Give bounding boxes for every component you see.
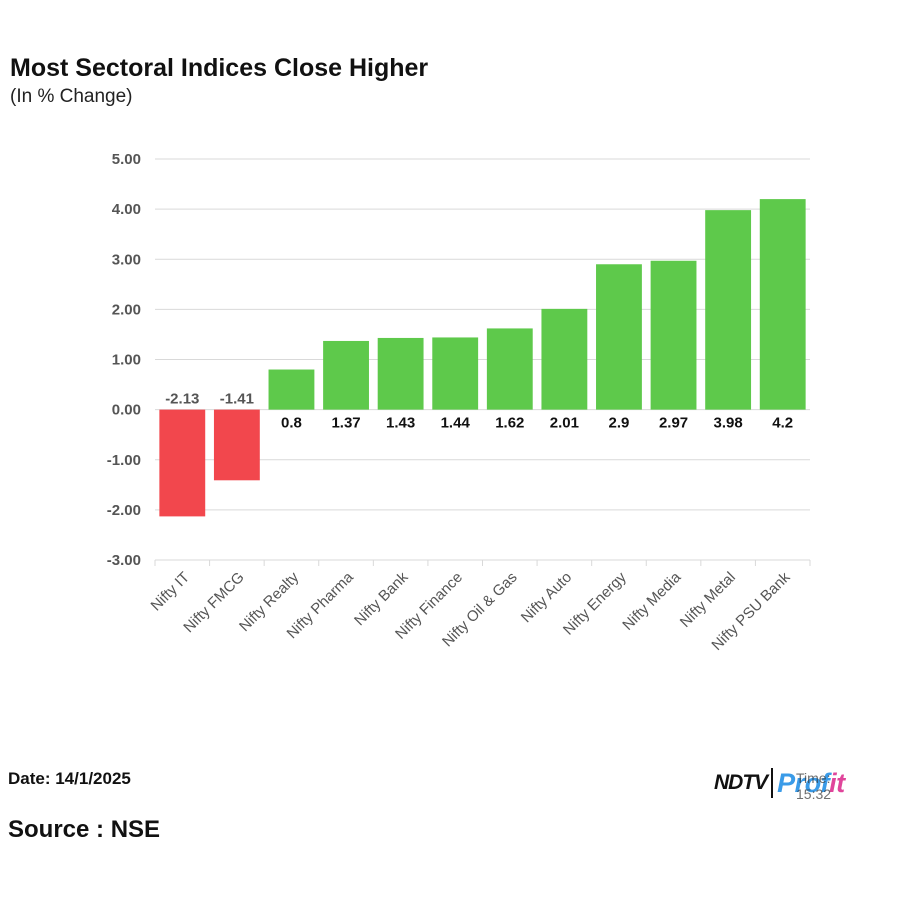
- data-label: 0.8: [281, 415, 302, 432]
- data-label: 2.01: [550, 415, 579, 432]
- bar-chart: 5.004.003.002.001.000.00-1.00-2.00-3.00 …: [107, 151, 811, 654]
- bar: [159, 409, 206, 517]
- y-axis-ticks: 5.00 4.00 3.00 2.00 1.00 0.00 -1.00 -2.00 -3.00: [107, 151, 141, 569]
- bar: [268, 369, 315, 410]
- bar: [486, 328, 533, 410]
- y-tick-label: 4.00: [112, 201, 141, 218]
- data-label: 1.37: [331, 415, 360, 432]
- bar: [650, 260, 697, 410]
- logo-profit-part-b: it: [829, 767, 845, 798]
- logo-time-text: Time: 15:32: [796, 770, 832, 802]
- y-tick-label: -1.00: [107, 452, 141, 469]
- bar: [705, 210, 752, 410]
- bar: [213, 409, 260, 481]
- data-label: 2.9: [609, 415, 630, 432]
- data-label: 4.2: [772, 415, 793, 432]
- x-tick-label: Nifty Auto: [518, 569, 575, 626]
- data-label: 3.98: [714, 415, 743, 432]
- y-tick-label: -3.00: [107, 552, 141, 569]
- bar: [432, 337, 479, 410]
- x-tick-label: Nifty Media: [619, 568, 685, 634]
- y-tick-label: 1.00: [112, 352, 141, 369]
- date-label: Date: 14/1/2025: [8, 769, 131, 788]
- logo-separator: [771, 768, 774, 798]
- y-tick-label: 2.00: [112, 301, 141, 318]
- y-tick-label: 0.00: [112, 402, 141, 419]
- ndtv-profit-logo: NDTV Profit Time: 15:32: [714, 766, 845, 803]
- y-tick-label: 5.00: [112, 151, 141, 168]
- chart-title: Most Sectoral Indices Close Higher: [10, 54, 429, 82]
- data-label: 1.44: [441, 415, 471, 432]
- data-label: 1.62: [495, 415, 524, 432]
- bar: [323, 340, 369, 410]
- data-label: -1.41: [220, 391, 254, 408]
- logo-profit-text: Profit: [777, 768, 845, 799]
- data-label: -2.13: [165, 391, 199, 408]
- source-label: Source : NSE: [8, 816, 161, 843]
- x-tick-label: Nifty IT: [148, 569, 194, 615]
- bar: [377, 337, 424, 410]
- data-label: 2.97: [659, 415, 688, 432]
- bar: [596, 264, 642, 410]
- bar: [759, 199, 806, 410]
- chart-subtitle: (In % Change): [10, 86, 133, 107]
- logo-profit-part-a: Prof: [777, 767, 830, 798]
- bars: [159, 199, 806, 517]
- y-tick-label: -2.00: [107, 502, 141, 519]
- bar: [541, 308, 588, 410]
- y-tick-label: 3.00: [112, 251, 141, 268]
- data-label: 1.43: [386, 415, 415, 432]
- logo-ndtv-text: NDTV: [714, 771, 768, 794]
- data-labels: -2.13 -1.41 0.8 1.37 1.43 1.44 1.62 2.01 2.9 2.97…: [165, 391, 793, 432]
